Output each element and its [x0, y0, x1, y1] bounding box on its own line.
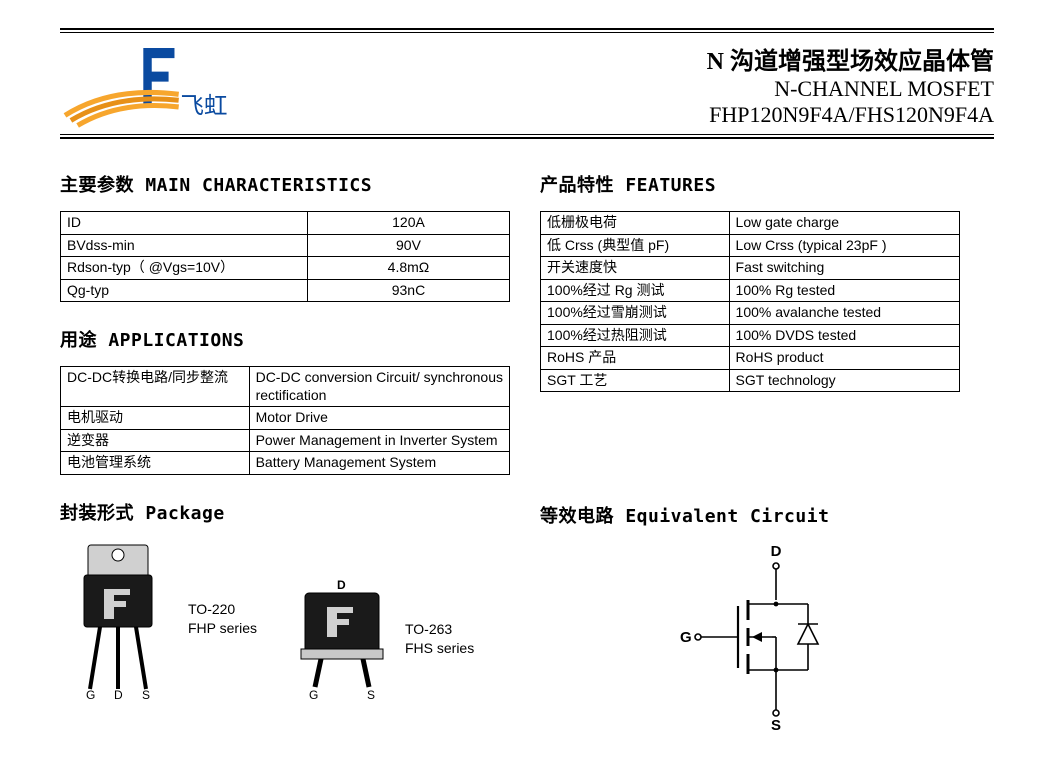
title-cn: N 沟道增强型场效应晶体管 — [707, 41, 994, 76]
features-table: 低栅极电荷Low gate charge 低 Crss (典型值 pF)Low … — [540, 211, 960, 392]
pin-d: D — [337, 579, 346, 592]
main-characteristics-block: 主要参数 MAIN CHARACTERISTICS ID120A BVdss-m… — [60, 171, 510, 302]
table-row: 电机驱动Motor Drive — [61, 407, 510, 430]
table-row: ID120A — [61, 212, 510, 235]
left-column: 主要参数 MAIN CHARACTERISTICS ID120A BVdss-m… — [60, 171, 510, 732]
header-rule-1 — [60, 134, 994, 135]
section-title-main-char: 主要参数 MAIN CHARACTERISTICS — [60, 171, 510, 197]
to220-label: TO-220 FHP series — [188, 600, 257, 636]
applications-block: 用途 APPLICATIONS DC-DC转换电路/同步整流DC-DC conv… — [60, 326, 510, 475]
package-block: 封装形式 Package — [60, 499, 510, 699]
top-rule-1 — [60, 28, 994, 30]
body-grid: 主要参数 MAIN CHARACTERISTICS ID120A BVdss-m… — [60, 171, 994, 732]
feihong-logo-icon: 飞虹 — [60, 48, 230, 128]
package-to263: D G S TO-263 FHS series — [287, 579, 474, 699]
table-row: RoHS 产品RoHS product — [541, 347, 960, 370]
table-row: 100%经过雪崩测试100% avalanche tested — [541, 302, 960, 325]
header-rule-2 — [60, 137, 994, 139]
svg-text:G: G — [680, 629, 692, 646]
section-title-features: 产品特性 FEATURES — [540, 171, 960, 197]
section-title-package: 封装形式 Package — [60, 499, 510, 525]
to263-label: TO-263 FHS series — [405, 620, 474, 656]
package-row: G D S TO-220 FHP series D — [60, 539, 510, 699]
pin-s: S — [367, 688, 375, 699]
to263-icon: D G S — [287, 579, 397, 699]
header-title-block: N 沟道增强型场效应晶体管 N-CHANNEL MOSFET FHP120N9F… — [707, 41, 994, 128]
applications-table: DC-DC转换电路/同步整流DC-DC conversion Circuit/ … — [60, 366, 510, 475]
svg-text:S: S — [771, 717, 781, 732]
table-row: 电池管理系统Battery Management System — [61, 452, 510, 475]
table-row: DC-DC转换电路/同步整流DC-DC conversion Circuit/ … — [61, 367, 510, 407]
section-title-applications: 用途 APPLICATIONS — [60, 326, 510, 352]
brand-text: 飞虹 — [180, 93, 227, 120]
table-row: 开关速度快Fast switching — [541, 257, 960, 280]
table-row: 低 Crss (典型值 pF)Low Crss (typical 23pF ) — [541, 234, 960, 257]
header: 飞虹 N 沟道增强型场效应晶体管 N-CHANNEL MOSFET FHP120… — [60, 33, 994, 132]
features-block: 产品特性 FEATURES 低栅极电荷Low gate charge 低 Crs… — [540, 171, 960, 392]
pin-d: D — [114, 688, 123, 699]
table-row: Rdson-typ（ @Vgs=10V）4.8mΩ — [61, 257, 510, 280]
title-en: N-CHANNEL MOSFET — [707, 76, 994, 102]
to220-icon: G D S — [60, 539, 180, 699]
table-row: 逆变器Power Management in Inverter System — [61, 429, 510, 452]
part-numbers: FHP120N9F4A/FHS120N9F4A — [707, 102, 994, 128]
table-row: 100%经过 Rg 测试100% Rg tested — [541, 279, 960, 302]
pin-s: S — [142, 688, 150, 699]
table-row: BVdss-min90V — [61, 234, 510, 257]
table-row: 100%经过热阻测试100% DVDS tested — [541, 324, 960, 347]
table-row: Qg-typ93nC — [61, 279, 510, 302]
logo-block: 飞虹 — [60, 48, 230, 128]
svg-text:D: D — [771, 543, 782, 560]
pin-g: G — [86, 688, 95, 699]
equivalent-circuit-block: 等效电路 Equivalent Circuit D S G — [540, 502, 960, 732]
table-row: SGT 工艺SGT technology — [541, 369, 960, 392]
mosfet-circuit-icon: D S G — [640, 542, 860, 732]
right-column: 产品特性 FEATURES 低栅极电荷Low gate charge 低 Crs… — [540, 171, 960, 732]
section-title-circuit: 等效电路 Equivalent Circuit — [540, 502, 960, 528]
pin-g: G — [309, 688, 318, 699]
main-characteristics-table: ID120A BVdss-min90V Rdson-typ（ @Vgs=10V）… — [60, 211, 510, 302]
package-to220: G D S TO-220 FHP series — [60, 539, 257, 699]
table-row: 低栅极电荷Low gate charge — [541, 212, 960, 235]
